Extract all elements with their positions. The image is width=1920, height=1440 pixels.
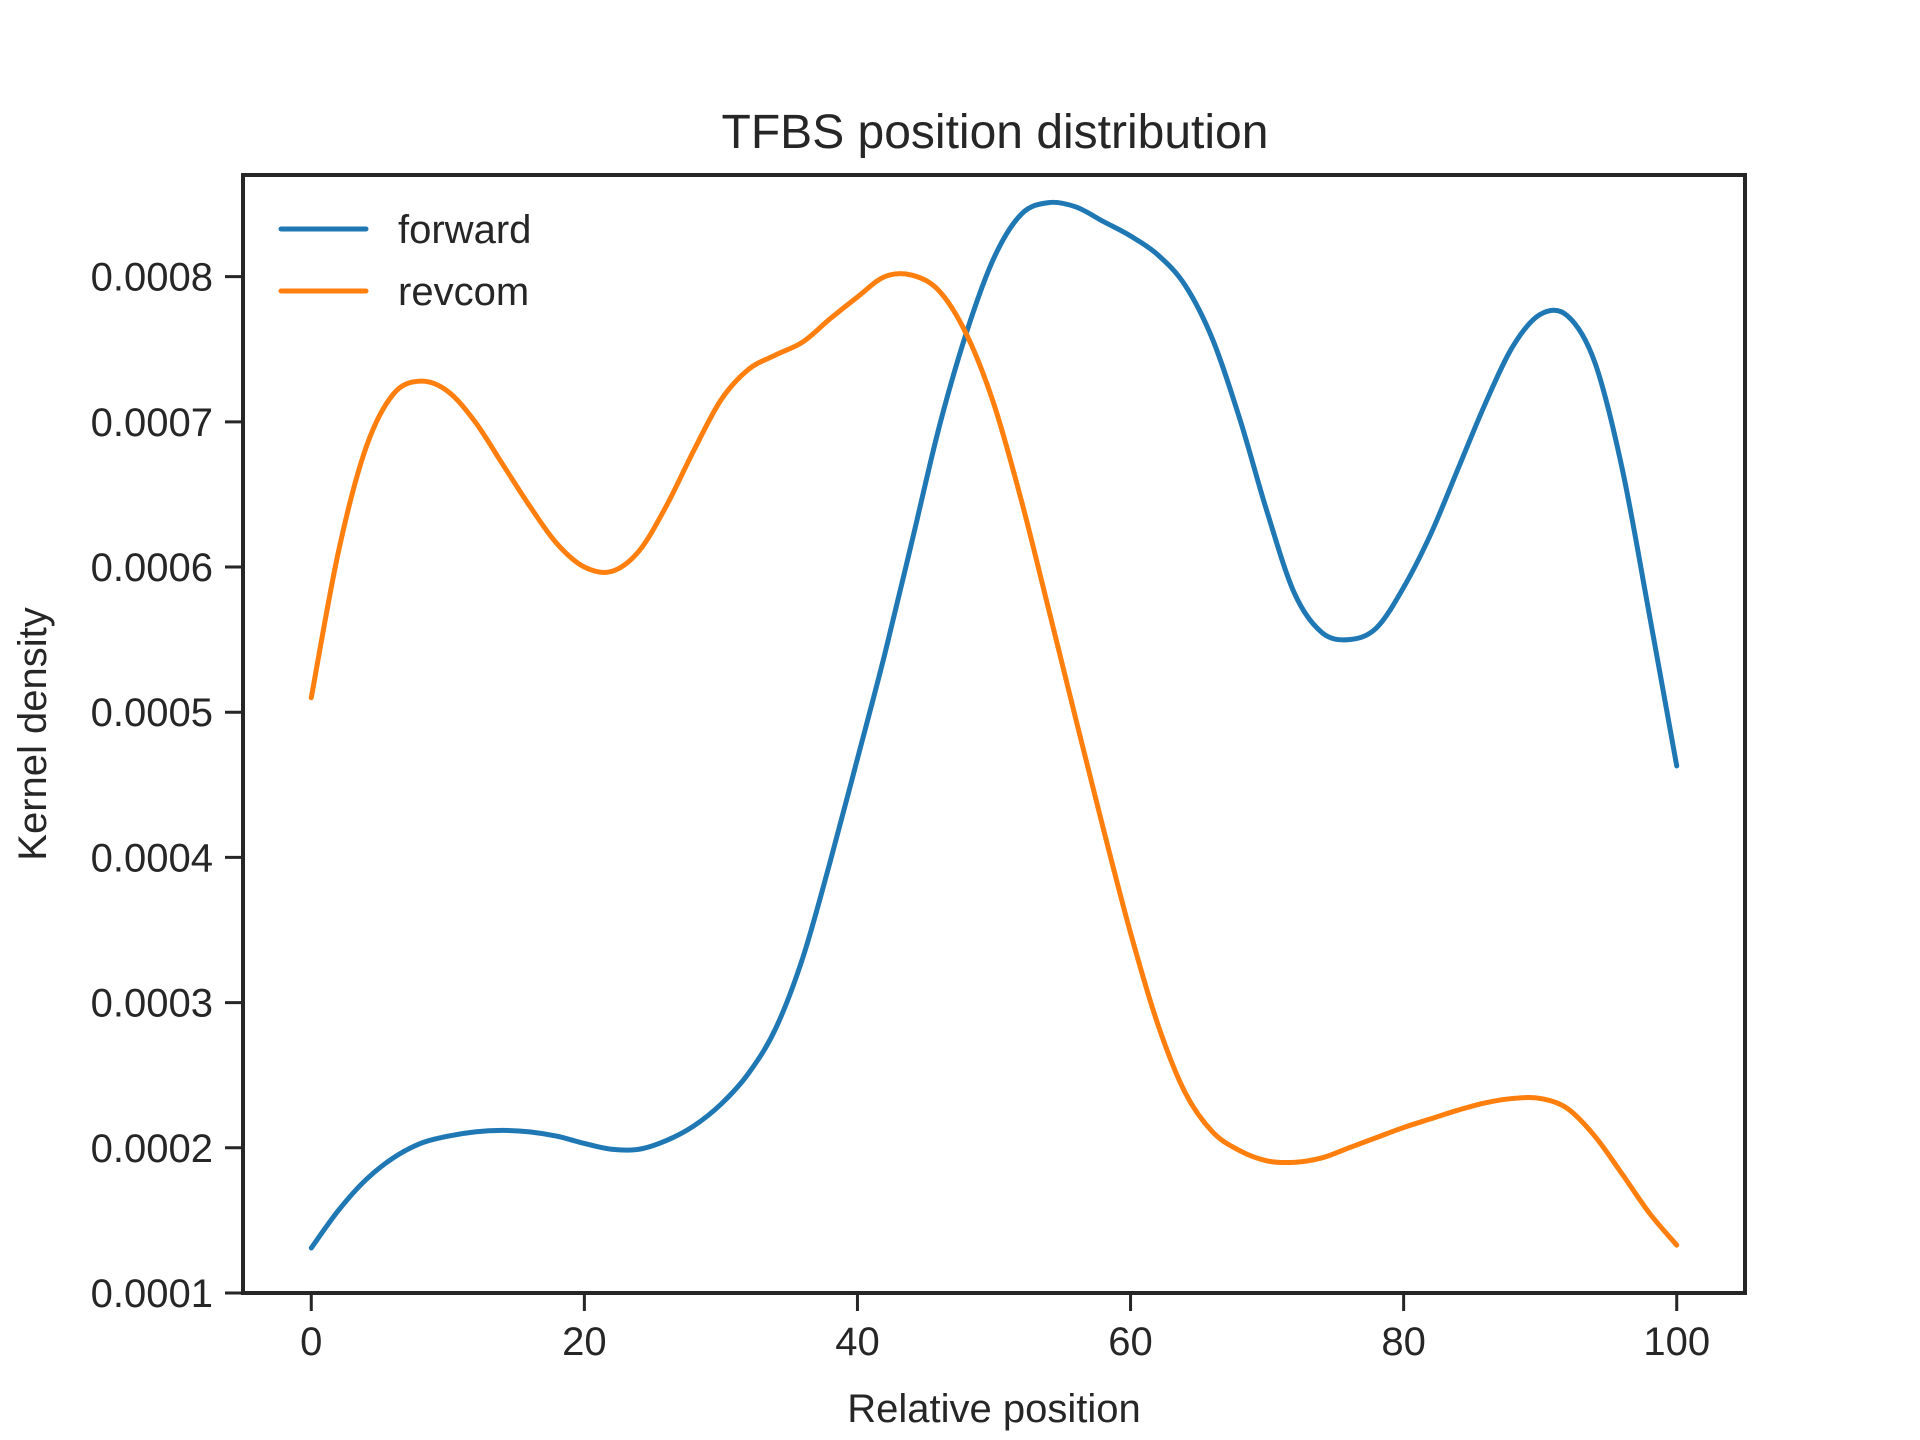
x-tick-label: 40 <box>835 1320 880 1364</box>
plot-lines <box>308 199 1680 1251</box>
series-line-revcom <box>308 271 1680 1248</box>
y-axis-label: Kernel density <box>11 607 55 860</box>
x-tick-label: 0 <box>300 1320 322 1364</box>
y-axis: 0.0001 0.0002 0.0003 0.0004 0.0005 0.0006 0.00… <box>91 256 243 1316</box>
y-tick-label: 0.0002 <box>91 1127 213 1171</box>
y-tick-label: 0.0006 <box>91 546 213 590</box>
x-tick-label: 20 <box>562 1320 607 1364</box>
y-tick-label: 0.0007 <box>91 401 213 445</box>
y-tick-label: 0.0008 <box>91 256 213 300</box>
y-tick-label: 0.0004 <box>91 836 213 880</box>
y-tick-label: 0.0005 <box>91 691 213 735</box>
y-tick-label: 0.0001 <box>91 1272 213 1316</box>
legend: forward revcom <box>278 208 531 314</box>
x-axis-label: Relative position <box>847 1387 1141 1431</box>
series-line-forward <box>308 199 1680 1251</box>
x-tick-label: 100 <box>1643 1320 1710 1364</box>
x-tick-label: 60 <box>1108 1320 1153 1364</box>
x-axis: 0 20 40 60 80 100 <box>300 1293 1710 1364</box>
chart-title: TFBS position distribution <box>722 106 1269 159</box>
x-tick-label: 80 <box>1381 1320 1426 1364</box>
legend-label-revcom: revcom <box>398 270 529 314</box>
plot-frame <box>241 173 1747 1295</box>
y-tick-label: 0.0003 <box>91 982 213 1026</box>
legend-label-forward: forward <box>398 208 531 252</box>
